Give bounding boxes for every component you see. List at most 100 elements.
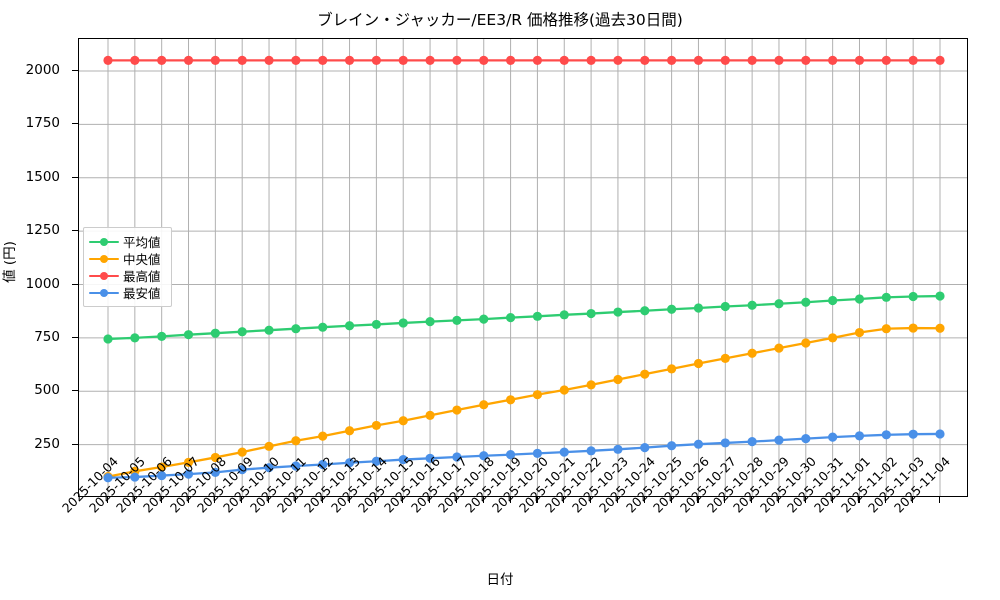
y-axis-tick-labels: 250 500 750 1000 1250 1500 1750 2000 (0, 38, 70, 497)
data-point (586, 55, 596, 65)
x-tick-mark (321, 497, 323, 503)
data-point (452, 405, 462, 415)
data-point (774, 343, 784, 353)
y-tick-label: 500 (34, 382, 60, 399)
data-point (344, 458, 355, 468)
x-tick-mark (939, 497, 941, 503)
legend-swatch-icon (89, 270, 119, 282)
legend-item-1[interactable]: 平均値 (89, 233, 165, 250)
data-point (935, 291, 945, 301)
x-tick-mark (804, 497, 806, 503)
data-point (130, 55, 140, 65)
y-tick-label: 1750 (25, 115, 60, 132)
data-point (828, 333, 838, 343)
y-tick-mark (72, 443, 78, 445)
x-tick-mark (241, 497, 243, 503)
data-point (291, 461, 301, 471)
data-point (854, 431, 865, 441)
x-tick-mark (831, 497, 833, 503)
data-point (667, 55, 677, 65)
legend-item-3[interactable]: 最高値 (89, 267, 165, 284)
data-point (747, 300, 757, 310)
y-tick-label: 2000 (25, 62, 60, 79)
data-point (801, 297, 811, 307)
data-point (479, 400, 489, 410)
x-tick-mark (912, 497, 914, 503)
data-point (747, 55, 757, 65)
data-point (854, 327, 865, 338)
data-point (532, 311, 543, 321)
data-point (371, 55, 381, 65)
data-point (559, 447, 569, 457)
legend-item-4[interactable]: 最安値 (89, 284, 165, 301)
x-tick-mark (214, 497, 216, 503)
data-point (237, 55, 247, 65)
data-point (130, 472, 140, 482)
x-tick-mark (777, 497, 780, 503)
x-tick-mark (724, 497, 726, 503)
data-point (264, 441, 274, 451)
x-tick-mark (187, 497, 189, 503)
data-point (344, 55, 355, 65)
data-point (452, 315, 462, 325)
data-point (237, 327, 247, 337)
x-tick-mark (563, 497, 565, 503)
data-point (828, 55, 838, 65)
chart-legend: 平均値 中央値最高値 最安値 (83, 227, 172, 307)
data-point (130, 333, 140, 343)
data-point (747, 348, 757, 358)
data-point (908, 429, 918, 439)
legend-swatch-icon (89, 236, 119, 248)
legend-label: 平均値 (123, 235, 161, 250)
data-point (613, 374, 623, 385)
data-point (559, 385, 569, 395)
x-tick-mark (348, 497, 350, 503)
y-tick-mark (72, 70, 78, 72)
data-point (291, 55, 301, 65)
x-tick-mark (509, 497, 511, 503)
x-tick-mark (133, 497, 135, 503)
x-axis-tick-marks (78, 497, 968, 505)
data-point (505, 55, 516, 65)
data-point (908, 55, 918, 65)
y-tick-label: 750 (34, 328, 60, 345)
y-tick-mark (72, 230, 78, 232)
data-point (425, 55, 435, 65)
data-point (344, 321, 355, 331)
data-point (210, 467, 220, 477)
data-point (371, 319, 381, 330)
x-axis-title: 日付 (486, 572, 514, 588)
data-point (693, 358, 704, 369)
data-series-layer (103, 55, 945, 483)
data-point (210, 452, 220, 463)
y-axis-tick-marks (0, 38, 78, 497)
data-point (103, 55, 113, 65)
data-point (371, 420, 381, 431)
data-point (667, 441, 677, 451)
data-point (183, 457, 194, 467)
x-tick-mark (697, 497, 699, 503)
data-point (532, 448, 543, 458)
data-point (505, 450, 516, 460)
data-point (828, 295, 838, 306)
legend-label: 最高値 (123, 269, 161, 284)
data-point (237, 465, 247, 475)
data-point (425, 453, 435, 463)
data-point (720, 55, 730, 65)
data-point (479, 451, 489, 461)
data-point (935, 429, 945, 439)
y-tick-mark (72, 176, 78, 178)
series-line (106, 294, 942, 341)
data-point (398, 454, 408, 465)
x-tick-mark (616, 497, 619, 503)
data-point (183, 469, 194, 479)
data-point (479, 314, 489, 324)
y-tick-label: 1500 (25, 168, 60, 185)
x-tick-mark (590, 497, 592, 503)
data-point (505, 395, 516, 405)
data-point (318, 459, 328, 470)
legend-item-2[interactable]: 中央値 (89, 250, 165, 267)
data-point (720, 301, 730, 312)
x-tick-mark (482, 497, 484, 503)
data-point (291, 436, 301, 446)
